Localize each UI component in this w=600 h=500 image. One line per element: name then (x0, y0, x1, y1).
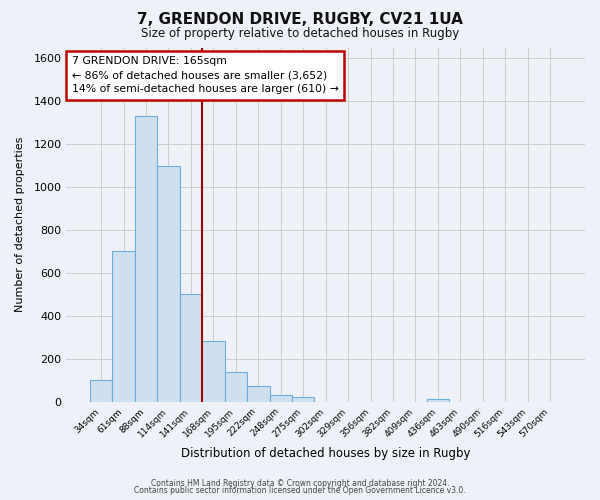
Bar (269, 396, 292, 402)
Bar (224, 372, 247, 402)
Bar (247, 386, 269, 402)
Bar (427, 398, 449, 402)
Y-axis label: Number of detached properties: Number of detached properties (15, 137, 25, 312)
Bar (180, 294, 202, 402)
Bar (90, 380, 112, 402)
Bar (202, 340, 224, 402)
Bar (157, 166, 180, 402)
Text: Contains HM Land Registry data © Crown copyright and database right 2024.: Contains HM Land Registry data © Crown c… (151, 478, 449, 488)
Text: 7, GRENDON DRIVE, RUGBY, CV21 1UA: 7, GRENDON DRIVE, RUGBY, CV21 1UA (137, 12, 463, 28)
Bar (112, 252, 135, 402)
Text: Contains public sector information licensed under the Open Government Licence v3: Contains public sector information licen… (134, 486, 466, 495)
Text: Size of property relative to detached houses in Rugby: Size of property relative to detached ho… (141, 28, 459, 40)
Bar (292, 398, 314, 402)
Bar (135, 116, 157, 402)
Text: 7 GRENDON DRIVE: 165sqm
← 86% of detached houses are smaller (3,652)
14% of semi: 7 GRENDON DRIVE: 165sqm ← 86% of detache… (71, 56, 338, 94)
X-axis label: Distribution of detached houses by size in Rugby: Distribution of detached houses by size … (181, 447, 470, 460)
